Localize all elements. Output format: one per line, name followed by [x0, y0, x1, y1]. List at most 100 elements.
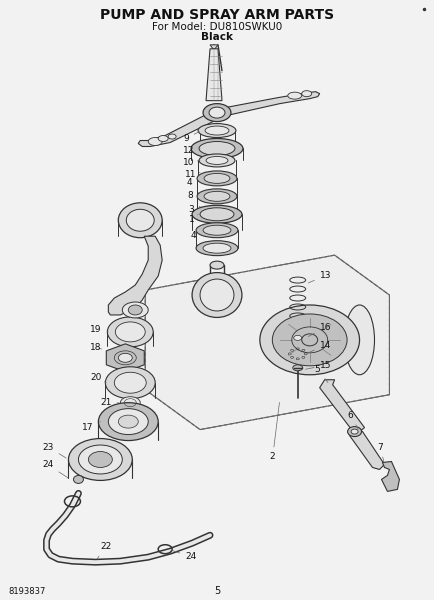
Text: 4: 4 — [190, 231, 196, 240]
Ellipse shape — [78, 445, 122, 474]
Text: 8: 8 — [187, 191, 200, 200]
Polygon shape — [349, 430, 384, 469]
Ellipse shape — [199, 154, 234, 167]
Text: 5: 5 — [314, 365, 327, 383]
Polygon shape — [138, 109, 221, 146]
Ellipse shape — [118, 415, 138, 428]
Text: PUMP AND SPRAY ARM PARTS: PUMP AND SPRAY ARM PARTS — [100, 8, 333, 22]
Text: 17: 17 — [82, 422, 100, 431]
Text: 24: 24 — [43, 460, 68, 478]
Text: 14: 14 — [308, 341, 330, 353]
Polygon shape — [319, 380, 364, 431]
Ellipse shape — [210, 261, 224, 269]
Polygon shape — [106, 344, 144, 372]
Ellipse shape — [191, 139, 242, 158]
Polygon shape — [206, 49, 221, 101]
Ellipse shape — [296, 358, 299, 360]
Ellipse shape — [197, 171, 237, 186]
Ellipse shape — [88, 452, 112, 467]
Text: 4: 4 — [186, 178, 197, 187]
Ellipse shape — [196, 241, 237, 256]
Text: 13: 13 — [308, 271, 330, 283]
Ellipse shape — [200, 279, 233, 311]
Ellipse shape — [206, 157, 227, 164]
Ellipse shape — [347, 427, 361, 437]
Text: For Model: DU810SWKU0: For Model: DU810SWKU0 — [151, 22, 282, 32]
Text: 22: 22 — [97, 542, 112, 559]
Ellipse shape — [301, 91, 311, 97]
Ellipse shape — [291, 349, 303, 358]
Text: 23: 23 — [43, 443, 66, 458]
Ellipse shape — [199, 142, 234, 155]
Ellipse shape — [203, 104, 230, 122]
Text: 24: 24 — [171, 550, 196, 561]
Ellipse shape — [148, 137, 162, 145]
Ellipse shape — [197, 124, 235, 137]
Text: 15: 15 — [305, 361, 330, 370]
Polygon shape — [145, 255, 388, 430]
Ellipse shape — [288, 353, 291, 355]
Text: 5: 5 — [214, 586, 220, 596]
Text: 7: 7 — [377, 443, 383, 462]
Ellipse shape — [122, 302, 148, 318]
Ellipse shape — [292, 365, 302, 371]
Ellipse shape — [259, 305, 359, 375]
Ellipse shape — [290, 349, 293, 352]
Polygon shape — [381, 461, 398, 491]
Ellipse shape — [126, 209, 154, 231]
Ellipse shape — [107, 317, 153, 347]
Ellipse shape — [350, 429, 357, 434]
Text: 16: 16 — [307, 323, 330, 337]
Ellipse shape — [73, 475, 83, 484]
Text: 6: 6 — [347, 410, 357, 429]
Ellipse shape — [204, 191, 230, 202]
Ellipse shape — [192, 272, 241, 317]
Polygon shape — [210, 45, 217, 49]
Ellipse shape — [296, 348, 299, 350]
Ellipse shape — [197, 189, 237, 204]
Text: Black: Black — [201, 32, 233, 42]
Ellipse shape — [98, 403, 158, 440]
Ellipse shape — [203, 243, 230, 253]
Ellipse shape — [287, 92, 301, 99]
Ellipse shape — [118, 203, 162, 238]
Text: 11: 11 — [185, 170, 200, 179]
Ellipse shape — [158, 136, 168, 142]
Ellipse shape — [301, 356, 304, 358]
Ellipse shape — [168, 134, 176, 139]
Text: 12: 12 — [183, 146, 200, 155]
Ellipse shape — [115, 322, 145, 342]
Ellipse shape — [209, 107, 224, 118]
Ellipse shape — [196, 223, 237, 238]
Ellipse shape — [204, 173, 230, 184]
Ellipse shape — [293, 335, 301, 340]
Ellipse shape — [114, 372, 146, 393]
Polygon shape — [216, 92, 319, 116]
Text: 8193837: 8193837 — [9, 587, 46, 596]
Ellipse shape — [108, 409, 148, 434]
Ellipse shape — [68, 439, 132, 481]
Ellipse shape — [344, 305, 374, 375]
Ellipse shape — [272, 314, 346, 366]
Ellipse shape — [128, 305, 142, 315]
Text: 1: 1 — [189, 214, 197, 224]
Text: 21: 21 — [100, 398, 118, 407]
Text: 18: 18 — [90, 343, 102, 352]
Ellipse shape — [301, 349, 304, 352]
Text: 9: 9 — [183, 132, 199, 143]
Ellipse shape — [118, 353, 132, 362]
Ellipse shape — [192, 205, 241, 223]
Text: 3: 3 — [187, 205, 200, 214]
Ellipse shape — [301, 334, 317, 346]
Ellipse shape — [120, 397, 140, 409]
Ellipse shape — [289, 334, 305, 343]
Text: 20: 20 — [90, 373, 106, 383]
Ellipse shape — [203, 225, 230, 235]
Ellipse shape — [303, 353, 306, 355]
Ellipse shape — [204, 126, 228, 135]
Polygon shape — [108, 236, 162, 315]
Text: 19: 19 — [90, 325, 108, 334]
Text: 2: 2 — [269, 403, 279, 461]
Text: 10: 10 — [183, 158, 200, 167]
Ellipse shape — [290, 356, 293, 358]
